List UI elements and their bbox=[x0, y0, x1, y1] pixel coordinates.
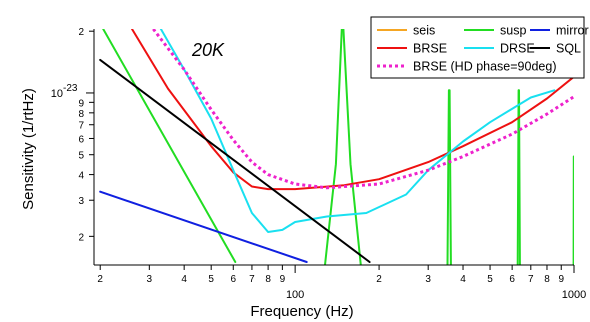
y-tick-label: 9 bbox=[78, 98, 84, 109]
series-susp-line-6 bbox=[518, 89, 521, 265]
x-tick-label: 7 bbox=[528, 274, 534, 285]
x-tick-label: 7 bbox=[249, 274, 255, 285]
x-tick-label: 100 bbox=[286, 289, 304, 301]
temperature-annotation: 20K bbox=[191, 40, 225, 60]
y-tick-exponent: -23 bbox=[63, 83, 78, 94]
series-brse-line bbox=[131, 29, 574, 191]
x-tick-label: 5 bbox=[208, 274, 214, 285]
y-tick-label: 6 bbox=[78, 134, 84, 145]
x-tick-label: 8 bbox=[544, 274, 550, 285]
legend-label-drse: DRSE bbox=[500, 42, 535, 56]
y-tick-label: 5 bbox=[78, 151, 84, 162]
y-tick-label: 7 bbox=[78, 121, 84, 132]
x-tick-label: 9 bbox=[280, 274, 286, 285]
series-susp-line-2 bbox=[342, 29, 362, 265]
x-tick-label: 6 bbox=[509, 274, 515, 285]
legend-label-mirror: mirror bbox=[556, 24, 589, 38]
legend-label-sql: SQL bbox=[556, 42, 581, 56]
x-tick-label: 2 bbox=[376, 274, 382, 285]
y-tick-label: 3 bbox=[78, 196, 84, 207]
series-mirror-line bbox=[99, 190, 308, 263]
y-tick-label: 2 bbox=[78, 232, 84, 243]
y-tick-label: 4 bbox=[78, 171, 84, 182]
x-tick-label: 9 bbox=[558, 274, 564, 285]
y-tick-label: 8 bbox=[78, 109, 84, 120]
x-axis-title: Frequency (Hz) bbox=[250, 303, 353, 320]
y-tick-label: 10 bbox=[51, 88, 63, 100]
x-tick-label: 3 bbox=[425, 274, 431, 285]
series-susp-line-4 bbox=[448, 89, 452, 265]
x-tick-label: 4 bbox=[181, 274, 187, 285]
series-susp-line-3 bbox=[446, 89, 450, 265]
x-tick-label: 3 bbox=[147, 274, 153, 285]
x-tick-label: 4 bbox=[460, 274, 466, 285]
x-tick-label: 8 bbox=[265, 274, 271, 285]
x-tick-label: 2 bbox=[97, 274, 103, 285]
y-tick-label: 2 bbox=[78, 27, 84, 38]
series-brse-hd-phase-90deg-line bbox=[152, 29, 574, 190]
series-susp-line-0 bbox=[102, 29, 237, 263]
series-sql-line bbox=[99, 58, 371, 263]
y-axis-title: Sensitivity (1/rtHz) bbox=[20, 88, 37, 210]
curve-layer bbox=[99, 29, 574, 265]
legend-label-seis: seis bbox=[413, 24, 435, 38]
legend-label-susp: susp bbox=[500, 24, 526, 38]
legend-label-brse-hd-phase-90deg: BRSE (HD phase=90deg) bbox=[413, 60, 556, 74]
x-tick-label: 6 bbox=[230, 274, 236, 285]
x-tick-label: 1000 bbox=[562, 289, 586, 301]
legend-label-brse: BRSE bbox=[413, 42, 447, 56]
x-tick-label: 5 bbox=[487, 274, 493, 285]
